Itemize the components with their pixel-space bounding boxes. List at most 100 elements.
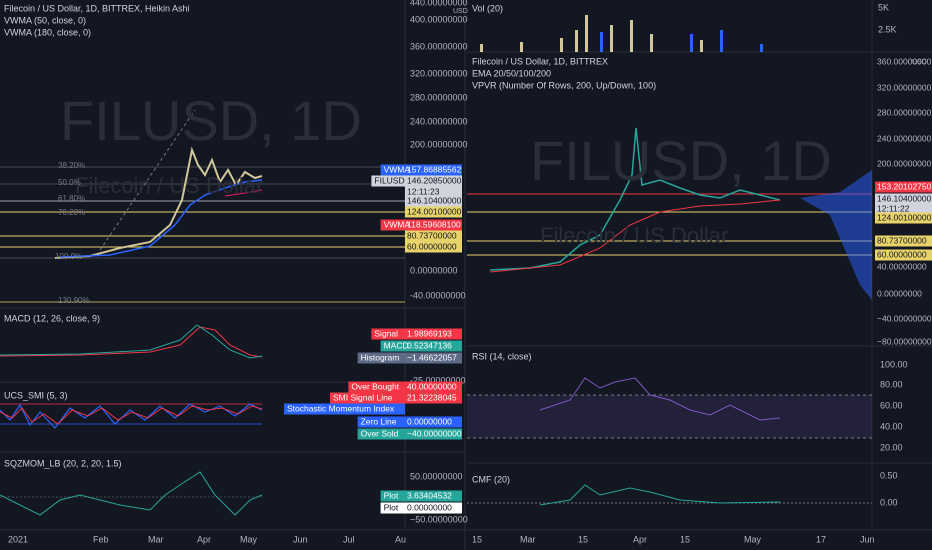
badge-value: 0.52347136: [407, 340, 452, 350]
price-badge: [405, 502, 462, 514]
badge-label-bg: [357, 416, 405, 428]
price-label: 280.00000000: [410, 92, 468, 102]
price-badge: [405, 175, 462, 187]
unit: USD: [453, 8, 468, 15]
price-badge: [875, 193, 932, 205]
badge-value: −40.00000000: [407, 428, 462, 438]
time-label: Jun: [293, 534, 308, 544]
badge-label: Zero Line: [361, 416, 397, 426]
time-label: 2021: [8, 534, 28, 544]
legend-text: VWMA (180, close, 0): [4, 27, 91, 37]
badge-label: Over Sold: [361, 428, 399, 438]
axis-label: −50.00000000: [410, 514, 468, 524]
badge-value: 80.73700000: [877, 235, 927, 245]
price-badge: [405, 392, 462, 404]
badge-value: 146.10400000: [877, 193, 932, 203]
badge-label-bg: [380, 219, 405, 231]
time-label: Jun: [860, 534, 875, 544]
badge-label-bg: [380, 490, 405, 502]
badge-label: Stochastic Momentum Index: [287, 403, 395, 413]
price-badge: [875, 181, 932, 193]
fib-label: 100.0%: [55, 252, 82, 261]
watermark: FILUSD, 1D: [60, 89, 362, 152]
price-label: -40.00000000: [410, 290, 466, 300]
price-label: 360.00000000: [410, 41, 468, 51]
badge-value: 40.00000000: [407, 381, 457, 391]
axis-label: 0.00: [880, 497, 898, 507]
time-label: May: [240, 534, 258, 544]
time-label: Feb: [93, 534, 109, 544]
badge-value: 0.00000000: [407, 416, 452, 426]
badge-value: 1.98969193: [407, 328, 452, 338]
axis-label: 40.00: [880, 421, 903, 431]
price-badge: [405, 164, 462, 176]
time-label: 15: [680, 534, 690, 544]
price-badge: [875, 235, 932, 247]
price-label: −80.00000000: [877, 336, 932, 346]
badge-label-bg: [357, 352, 405, 364]
watermark: Filecoin / US Dollar: [75, 173, 263, 198]
price-badge: [405, 195, 462, 207]
badge-label: Over Bought: [351, 381, 399, 391]
price-label: 40.00000000: [877, 261, 927, 271]
legend-text: Filecoin / US Dollar, 1D, BITTREX, Heiki…: [4, 3, 190, 13]
price-label: 360.00000000: [877, 56, 932, 66]
badge-value: 80.73700000: [407, 230, 457, 240]
price-badge: [405, 186, 462, 198]
price-badge: [405, 230, 462, 242]
price-label: −40.00000000: [877, 313, 932, 323]
time-label: Apr: [197, 534, 211, 544]
badge-label: Histogram: [361, 352, 400, 362]
badge-label-bg: [371, 175, 405, 187]
fib-label: 38.20%: [58, 161, 85, 170]
price-badge: [875, 203, 932, 215]
price-label: 0.00000000: [877, 288, 922, 298]
badge-value: 12:11:23: [407, 186, 440, 196]
badge-value: 146.20850000: [407, 175, 462, 185]
badge-value: 21.32238045: [407, 392, 457, 402]
price-badge: [405, 328, 462, 340]
price-badge: [405, 428, 462, 440]
badge-label: Signal: [374, 328, 398, 338]
indicator-title: SQZMOM_LB (20, 2, 20, 1.5): [4, 458, 122, 468]
time-label: Mar: [148, 534, 164, 544]
time-label: Au: [395, 534, 406, 544]
badge-value: 118.59608100: [407, 219, 461, 229]
axis-label: 0.50: [880, 470, 898, 480]
price-badge: [405, 352, 462, 364]
price-label: 240.00000000: [877, 133, 932, 143]
axis-label: 80.00: [880, 379, 903, 389]
unit: USD: [912, 59, 927, 66]
indicator-title: RSI (14, close): [472, 351, 532, 361]
price-badge: [875, 249, 932, 261]
axis-label: 20.00: [880, 442, 903, 452]
volume-bars: [480, 15, 703, 52]
price-badge: [405, 219, 462, 231]
price-badge: [405, 416, 462, 428]
badge-label: FILUSD: [374, 175, 404, 185]
badge-label: Plot: [384, 490, 399, 500]
time-label: May: [744, 534, 762, 544]
watermark: Filecoin / US Dollar: [540, 223, 728, 248]
badge-label: SMI Signal Line: [333, 392, 393, 402]
indicator-title: Vol (20): [472, 3, 503, 13]
badge-value: 60.00000000: [407, 241, 457, 251]
axis-label: 5K: [878, 2, 889, 12]
price-label: 400.00000000: [410, 14, 468, 24]
price-label: 320.00000000: [877, 82, 932, 92]
axis-label: -25.00000000: [410, 375, 466, 385]
time-label: Apr: [633, 534, 647, 544]
price-badge: [405, 381, 462, 393]
time-label: 15: [578, 534, 588, 544]
price-label: 440.00000000: [410, 0, 468, 7]
badge-label-bg: [380, 340, 405, 352]
price-label: 240.00000000: [410, 116, 468, 126]
badge-value: 124.00100000: [877, 212, 932, 222]
badge-label-bg: [380, 164, 405, 176]
axis-label: 100.00: [880, 359, 908, 369]
watermark: FILUSD, 1D: [530, 129, 832, 192]
badge-value: 124.00100000: [407, 206, 462, 216]
